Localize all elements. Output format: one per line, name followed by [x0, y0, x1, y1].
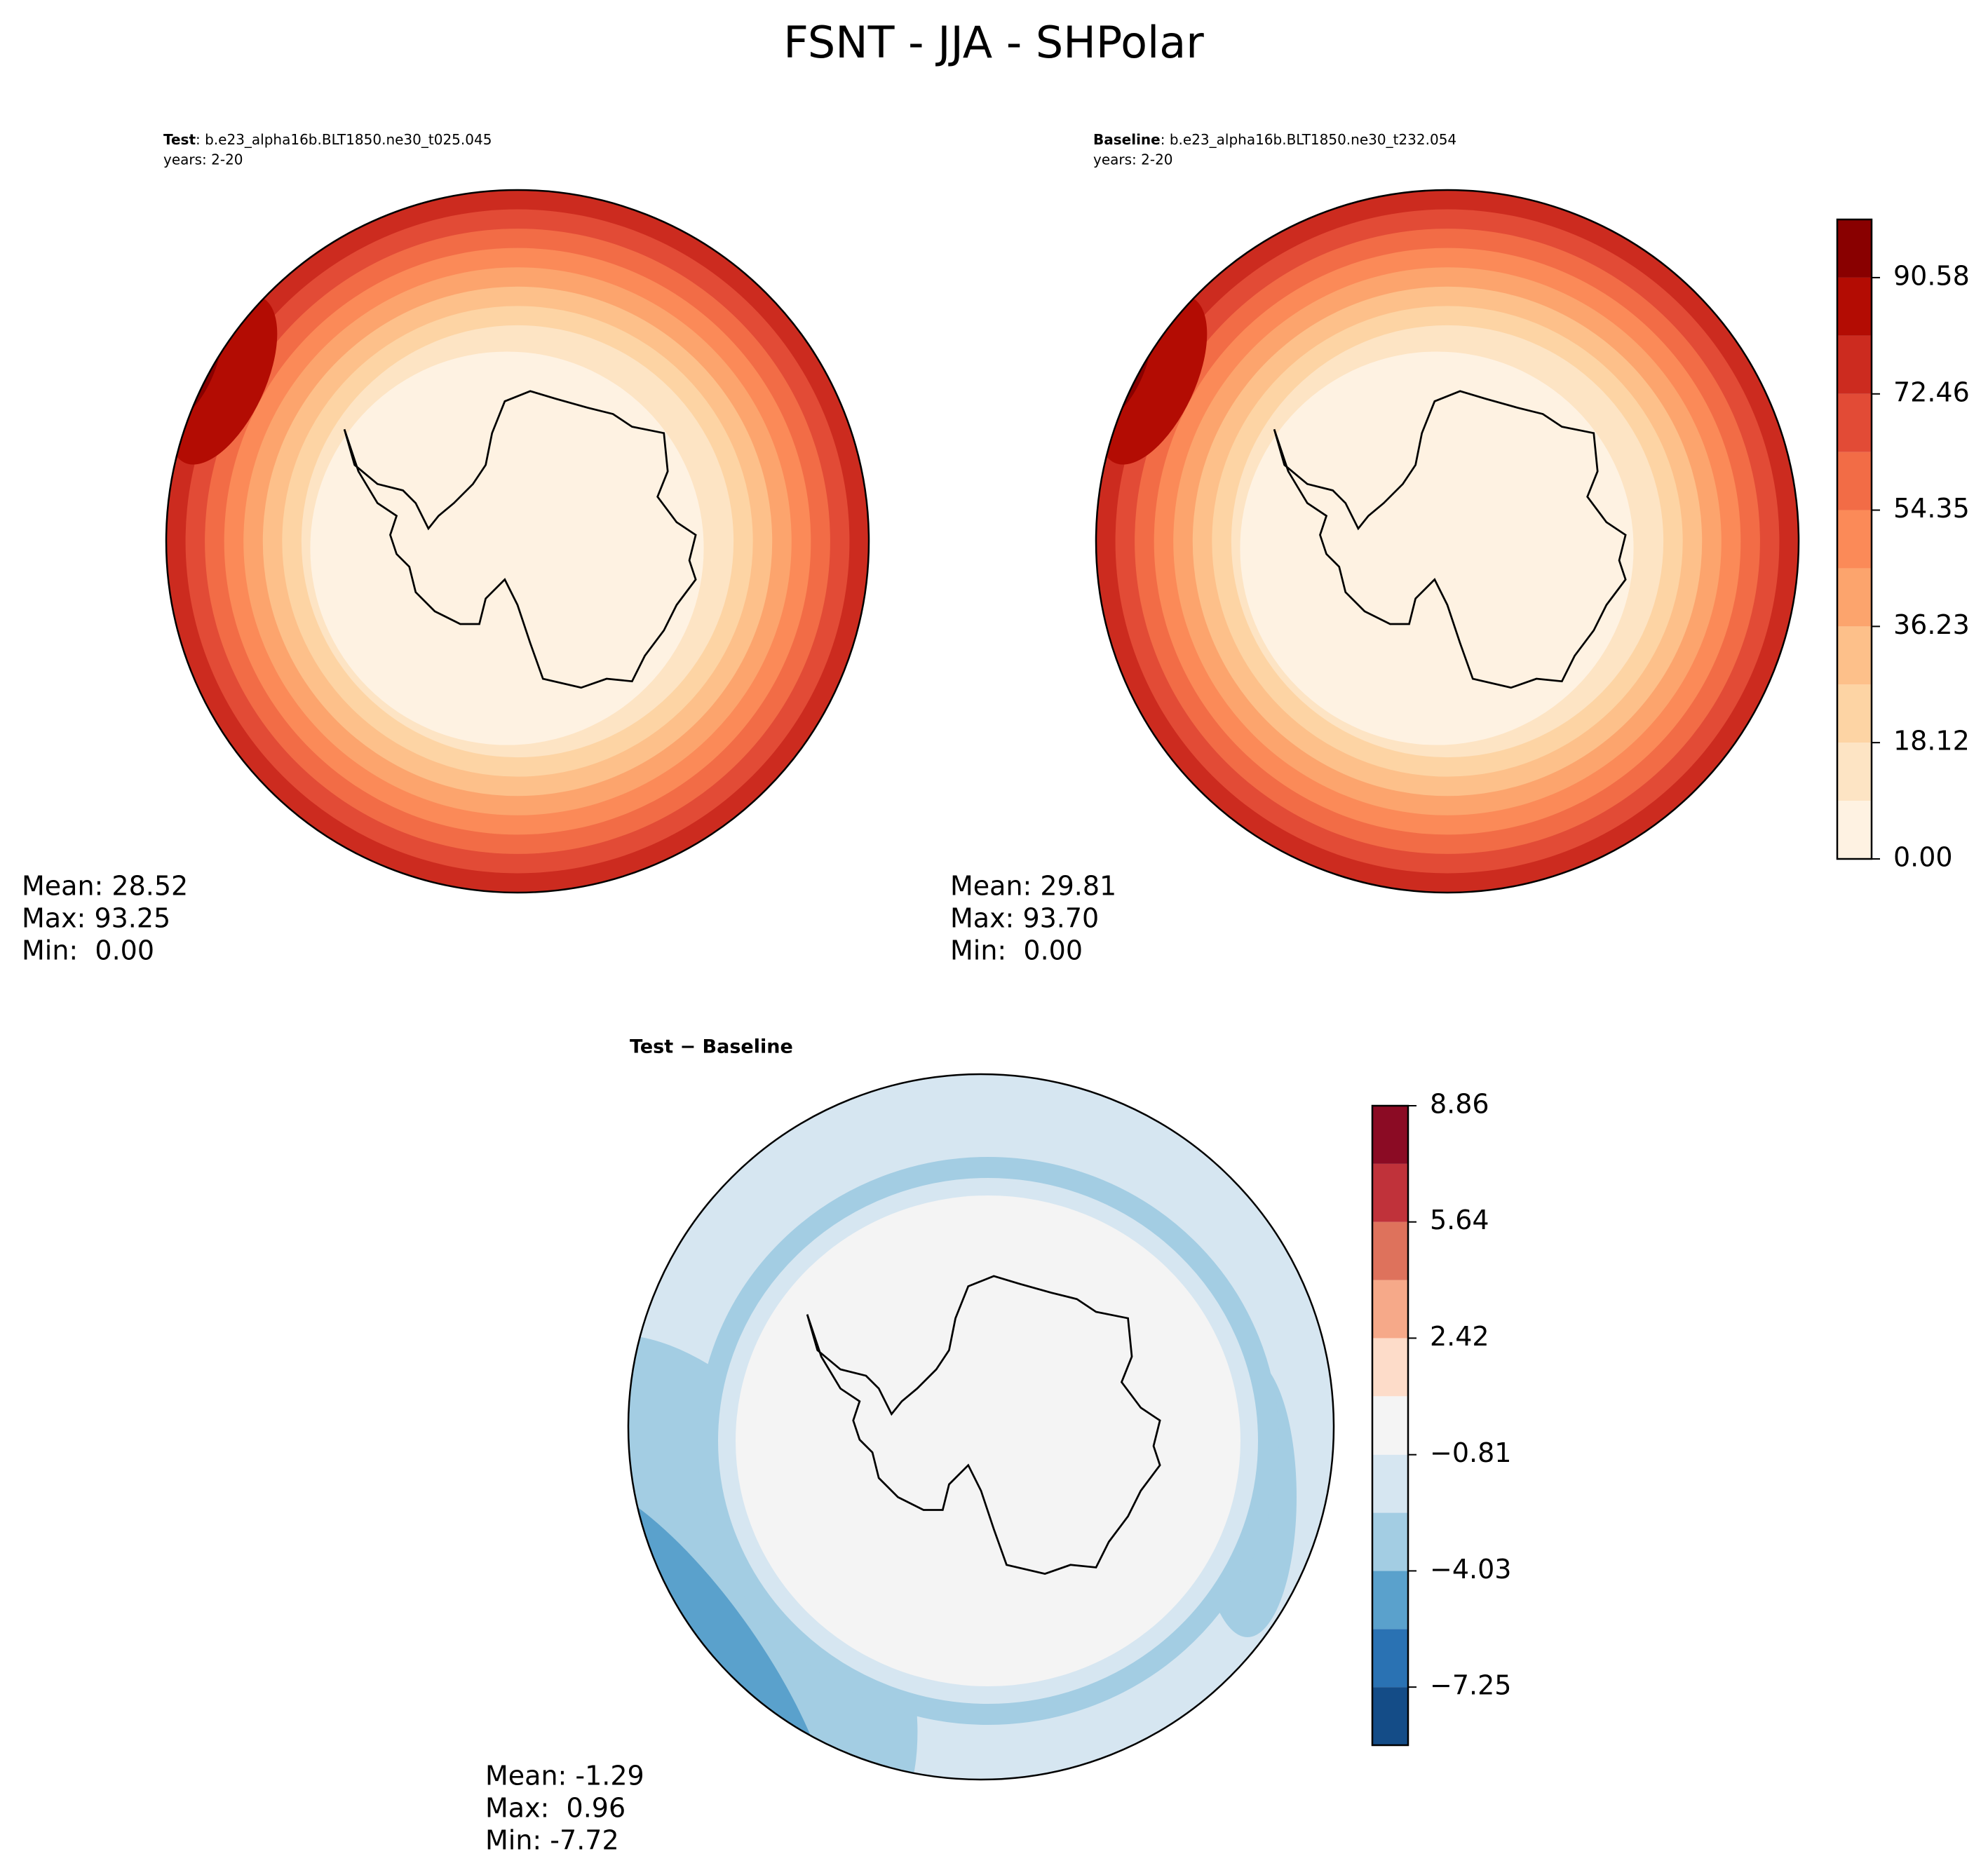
colorbar-segment — [1372, 1687, 1408, 1745]
colorbar-tick-label: −0.81 — [1430, 1437, 1511, 1468]
panel-header: Test: b.e23_alpha16b.BLT1850.ne30_t025.0… — [163, 131, 492, 148]
colorbar-segment — [1837, 568, 1872, 627]
colorbar-tick-label: 5.64 — [1430, 1205, 1489, 1235]
colorbar-frame — [1371, 1104, 1409, 1747]
panel-subtitle: : b.e23_alpha16b.BLT1850.ne30_t232.054 — [1161, 131, 1456, 148]
panel-subtitle: : b.e23_alpha16b.BLT1850.ne30_t025.045 — [196, 131, 492, 148]
colorbar-segment — [1372, 1338, 1408, 1397]
colorbar-tick-label: −7.25 — [1430, 1670, 1511, 1701]
colorbar-segment — [1372, 1280, 1408, 1339]
colorbar-tick-label: 54.35 — [1893, 493, 1970, 524]
colorbar-frame — [1836, 218, 1873, 860]
stat: Mean: 29.81 — [950, 871, 1116, 902]
colorbar-segment — [1837, 626, 1872, 685]
contour-fill — [310, 351, 704, 745]
contour-fill — [168, 295, 278, 465]
colorbar-segment — [1837, 743, 1872, 801]
stat: Mean: -1.29 — [485, 1761, 644, 1791]
map-border — [1095, 189, 1800, 894]
colorbar-segment — [1837, 219, 1872, 278]
colorbar-segment — [1372, 1163, 1408, 1222]
colorbar-tick-label: −4.03 — [1430, 1554, 1511, 1585]
panel-title: Test − Baseline — [630, 1036, 793, 1058]
colorbar-segment — [1372, 1106, 1408, 1164]
map — [628, 1074, 1334, 1780]
stat: Min: 0.00 — [950, 935, 1083, 966]
colorbar-segment — [1837, 335, 1872, 394]
map — [1096, 190, 1799, 893]
contour-fill — [1098, 295, 1208, 465]
colorbar-segment — [1372, 1629, 1408, 1688]
stat: Max: 93.70 — [950, 903, 1099, 934]
panel-title: Baseline — [1093, 131, 1161, 148]
colorbar-segment — [1837, 393, 1872, 452]
contour-fill — [1240, 351, 1634, 745]
panel-header: Baseline: b.e23_alpha16b.BLT1850.ne30_t2… — [1093, 131, 1456, 148]
colorbar-segment — [1837, 510, 1872, 569]
contour-fill — [736, 1195, 1240, 1686]
colorbar-segment — [1837, 277, 1872, 336]
stat: Min: 0.00 — [22, 935, 154, 966]
colorbar-segment — [1837, 801, 1872, 859]
stat: Min: -7.72 — [485, 1825, 619, 1856]
colorbar-tick-label: 0.00 — [1893, 842, 1953, 873]
panel-years: years: 2-20 — [163, 151, 243, 168]
colorbar-segment — [1372, 1571, 1408, 1630]
panel-title: Test — [163, 131, 196, 148]
colorbar-tick-label: 18.12 — [1893, 726, 1970, 757]
stat: Max: 93.25 — [22, 903, 170, 934]
panel-years: years: 2-20 — [1093, 151, 1173, 168]
colorbar-segment — [1837, 684, 1872, 743]
colorbar-segment — [1372, 1454, 1408, 1513]
colorbar-tick-label: 2.42 — [1430, 1321, 1489, 1352]
colorbar-tick-label: 72.46 — [1893, 377, 1970, 407]
stat: Max: 0.96 — [485, 1793, 626, 1824]
stat: Mean: 28.52 — [22, 871, 188, 902]
colorbar-tick-label: 36.23 — [1893, 609, 1970, 640]
colorbar-segment — [1372, 1512, 1408, 1571]
map-border — [165, 189, 870, 894]
map-border — [627, 1073, 1335, 1781]
colorbar-tick-label: 8.86 — [1430, 1089, 1489, 1120]
colorbar-segment — [1372, 1221, 1408, 1280]
map — [166, 190, 869, 893]
colorbar-segment — [1837, 452, 1872, 510]
colorbar-tick-label: 90.58 — [1893, 260, 1970, 291]
colorbar-segment — [1372, 1396, 1408, 1455]
figure-title: FSNT - JJA - SHPolar — [783, 17, 1204, 68]
